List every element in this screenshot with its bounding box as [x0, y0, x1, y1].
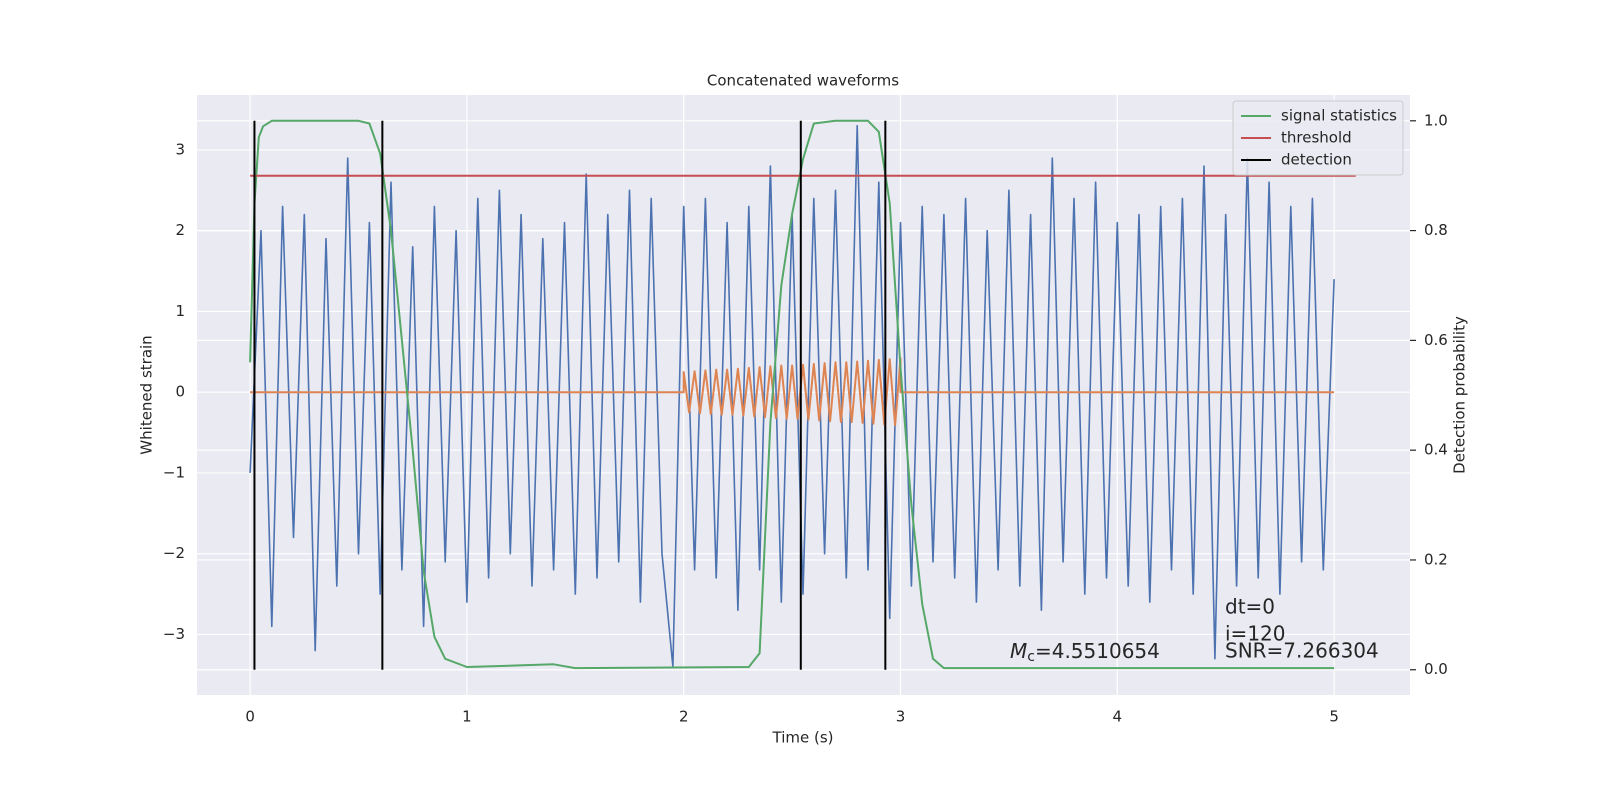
- y2-tick-label: 0.8: [1424, 221, 1448, 239]
- x-tick-label: 4: [1113, 708, 1123, 726]
- y2-axis-label: Detection probability: [1451, 316, 1469, 474]
- series-line: [250, 357, 1335, 427]
- x-tick-label: 2: [679, 708, 689, 726]
- y2-tick-label: 0.0: [1424, 660, 1448, 678]
- y-tick-label: −2: [163, 544, 185, 562]
- y2-tick-label: 0.2: [1424, 550, 1448, 568]
- annotation: dt=0: [1225, 595, 1275, 619]
- legend-label: detection: [1281, 151, 1352, 169]
- y-axis-label: Whitened strain: [138, 335, 156, 454]
- y-tick-label: 3: [175, 140, 185, 158]
- annotation: Mc=4.5510654: [1010, 639, 1160, 666]
- legend-label: threshold: [1281, 129, 1352, 147]
- y2-tick-label: 0.6: [1424, 331, 1448, 349]
- x-tick-label: 0: [245, 708, 255, 726]
- x-tick-label: 3: [896, 708, 906, 726]
- y-tick-label: 1: [175, 302, 185, 320]
- y-tick-label: 0: [175, 383, 185, 401]
- annotation-symbol: M: [1010, 639, 1027, 663]
- plot-area: [197, 95, 1410, 695]
- chart-title: Concatenated waveforms: [707, 72, 899, 90]
- y2-tick-label: 0.4: [1424, 441, 1448, 459]
- annotation-subscript: c: [1027, 649, 1035, 665]
- series-line: [249, 119, 1335, 670]
- y-tick-label: −1: [163, 463, 185, 481]
- x-axis-label: Time (s): [772, 729, 834, 747]
- y2-tick-label: 1.0: [1424, 111, 1448, 129]
- annotation-text: =4.5510654: [1035, 639, 1160, 663]
- legend-label: signal statistics: [1281, 107, 1397, 125]
- legend-box: [1232, 100, 1404, 176]
- annotation: SNR=7.266304: [1225, 639, 1379, 663]
- x-tick-label: 1: [462, 708, 472, 726]
- y-tick-label: 2: [175, 221, 185, 239]
- annotation: i=120: [1225, 622, 1286, 646]
- y-tick-label: −3: [163, 625, 185, 643]
- x-tick-label: 5: [1329, 708, 1339, 726]
